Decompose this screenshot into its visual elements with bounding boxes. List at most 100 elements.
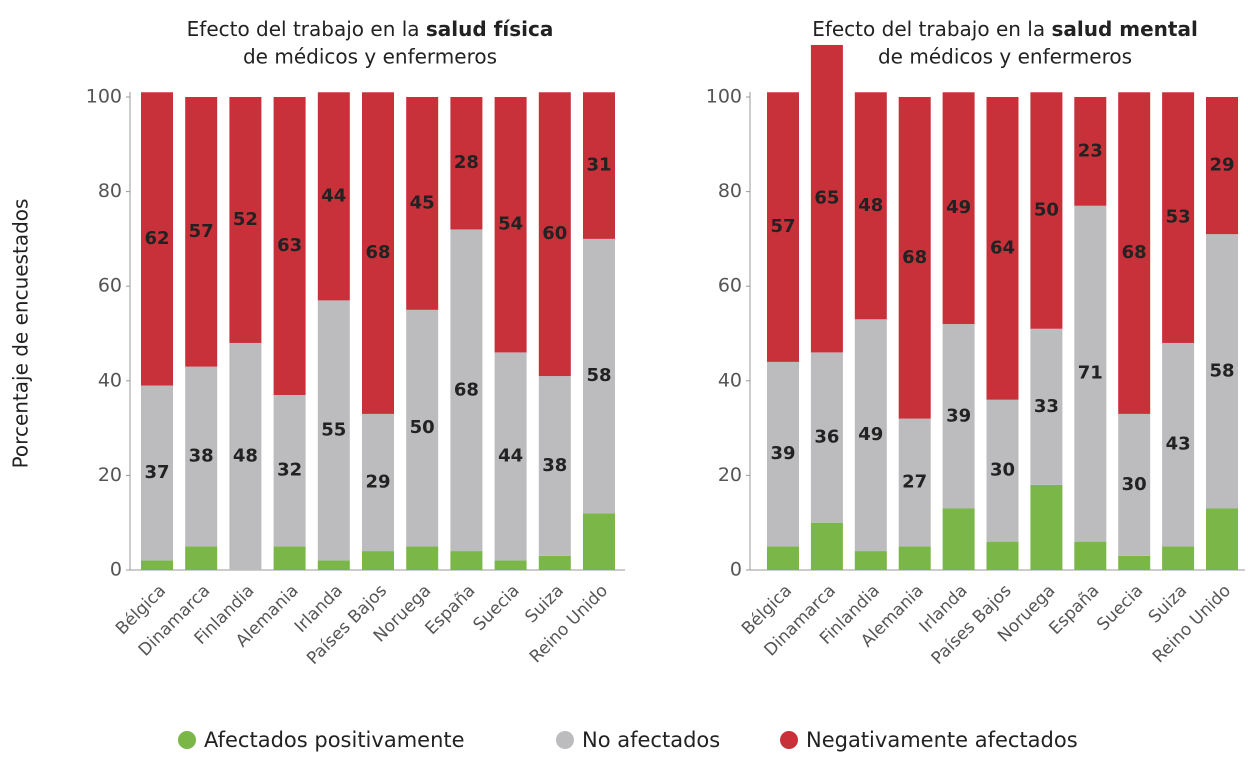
bar-segment (1030, 484, 1063, 570)
bar-segment (810, 352, 843, 523)
value-label: 38 (189, 445, 214, 466)
bar-segment (986, 541, 1019, 570)
bar-segment (406, 97, 439, 310)
value-label: 39 (946, 405, 971, 426)
value-label: 43 (1166, 434, 1191, 455)
value-label: 53 (1166, 207, 1191, 228)
bar-segment (406, 546, 439, 570)
bar-segment (1162, 342, 1195, 547)
value-label: 58 (1209, 360, 1234, 381)
title-text: Efecto del trabajo en la (187, 17, 420, 41)
y-tick-label: 100 (86, 86, 122, 108)
value-label: 50 (410, 417, 435, 438)
x-tick-label: Suecia (1093, 581, 1147, 635)
y-tick-label: 60 (718, 275, 742, 297)
value-label: 58 (586, 365, 611, 386)
bar-segment (583, 238, 615, 514)
value-label: 28 (454, 152, 479, 173)
y-tick-label: 40 (98, 369, 122, 391)
bar-segment (362, 413, 394, 552)
bar-segment (583, 513, 615, 570)
y-tick-label: 0 (110, 559, 122, 581)
value-label: 33 (1034, 396, 1059, 417)
bar-segment (362, 92, 394, 414)
value-label: 52 (233, 209, 258, 230)
bar-segment (317, 92, 350, 301)
bar-segment (854, 319, 887, 552)
bar-segment (273, 97, 306, 395)
legend-label: Negativamente afectados (806, 728, 1078, 752)
y-tick-label: 60 (98, 275, 122, 297)
bar-segment (494, 560, 527, 570)
bar-segment (583, 92, 615, 239)
value-label: 68 (1122, 242, 1147, 263)
value-label: 68 (365, 242, 390, 263)
bar-segment (942, 324, 975, 509)
value-label: 23 (1078, 140, 1103, 161)
y-tick-label: 80 (98, 180, 122, 202)
value-label: 68 (454, 379, 479, 400)
bar-segment (141, 92, 173, 386)
bar-segment (1118, 555, 1151, 570)
bar-segment (1206, 97, 1238, 235)
y-tick-label: 100 (706, 86, 742, 108)
bar-segment (273, 546, 306, 570)
value-label: 44 (321, 185, 346, 206)
bar-segment (942, 92, 975, 325)
value-label: 49 (946, 197, 971, 218)
value-label: 36 (814, 427, 839, 448)
x-tick-label: Suecia (470, 581, 524, 635)
bar-segment (185, 366, 218, 547)
bar-segment (986, 97, 1019, 400)
value-label: 49 (858, 424, 883, 445)
legend-label: Afectados positivamente (204, 728, 465, 752)
value-label: 38 (542, 455, 567, 476)
bar-segment (810, 44, 843, 353)
bar-segment (494, 352, 527, 561)
value-label: 27 (902, 471, 927, 492)
value-label: 63 (277, 235, 302, 256)
bar-segment (1030, 92, 1063, 329)
legend-label: No afectados (582, 728, 720, 752)
value-label: 64 (990, 237, 1015, 258)
bar-segment (1162, 92, 1195, 343)
bar-segment (898, 418, 931, 547)
bar-segment (767, 361, 799, 547)
x-tick-label: España (421, 581, 479, 639)
value-label: 48 (233, 445, 258, 466)
value-label: 45 (410, 192, 435, 213)
bar-segment (141, 560, 173, 570)
legend-swatch (556, 731, 574, 749)
x-tick-label: España (1045, 581, 1103, 639)
value-label: 55 (321, 419, 346, 440)
bar-segment (810, 522, 843, 570)
bar-segment (1162, 546, 1195, 570)
bar-segment (317, 560, 350, 570)
bar-segment (767, 92, 799, 362)
bar-segment (1074, 541, 1107, 570)
chart-title: Efecto del trabajo en la salud física (187, 17, 554, 41)
bar-segment (273, 394, 306, 547)
bar-segment (854, 551, 887, 570)
value-label: 44 (498, 445, 523, 466)
value-label: 30 (990, 460, 1015, 481)
value-label: 32 (277, 460, 302, 481)
y-tick-label: 80 (718, 180, 742, 202)
value-label: 57 (189, 221, 214, 242)
bar-segment (1030, 328, 1063, 485)
bar-segment (185, 97, 218, 367)
value-label: 71 (1078, 363, 1103, 384)
value-label: 68 (902, 247, 927, 268)
y-tick-label: 0 (730, 559, 742, 581)
value-label: 29 (365, 471, 390, 492)
legend-swatch (178, 731, 196, 749)
bar-segment (538, 555, 571, 570)
bar-segment (854, 92, 887, 320)
value-label: 30 (1122, 474, 1147, 495)
bar-segment (229, 97, 262, 343)
y-tick-label: 20 (718, 464, 742, 486)
title-text: Efecto del trabajo en la (812, 17, 1045, 41)
bar-segment (494, 97, 527, 353)
value-label: 50 (1034, 200, 1059, 221)
